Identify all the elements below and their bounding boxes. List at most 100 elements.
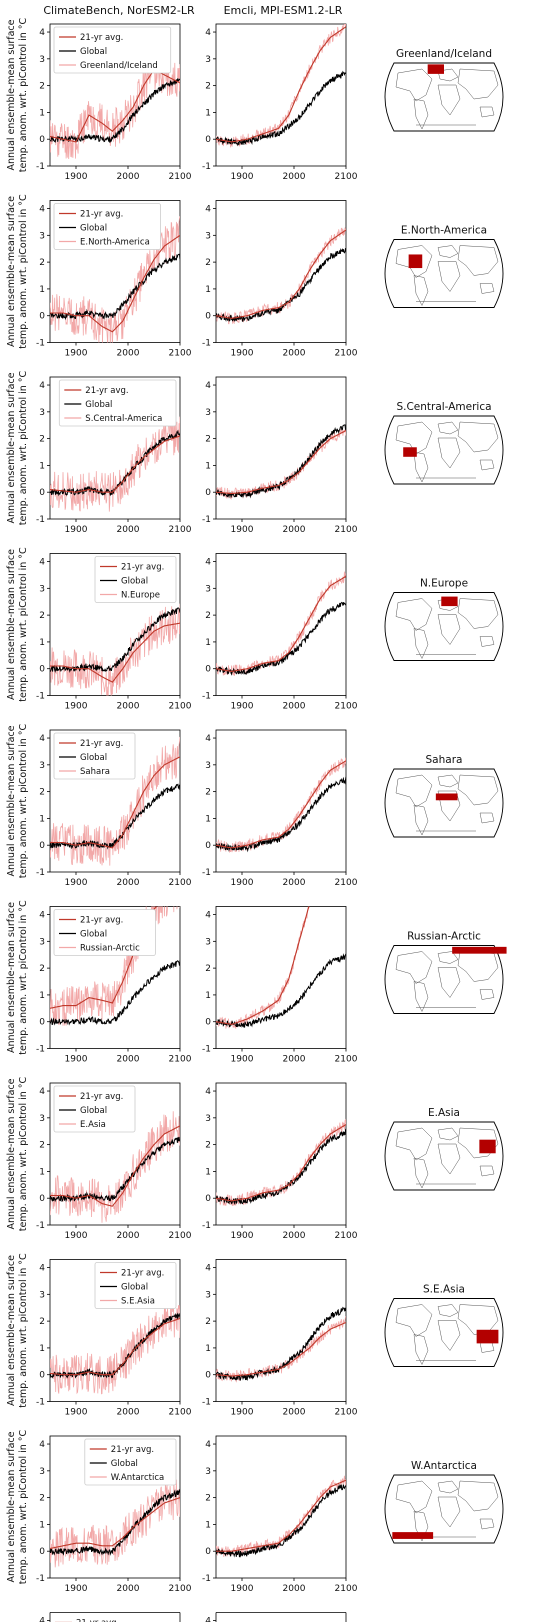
y-tick-label: 0 [39, 1371, 45, 1381]
y-tick-label: 2 [205, 1317, 211, 1327]
map-title: Sahara [426, 754, 463, 766]
y-axis-label-line1: Annual ensemble-mean surface [6, 549, 17, 700]
y-tick-label: 0 [205, 312, 211, 322]
y-tick-label: 2 [39, 1494, 45, 1504]
y-tick-label: 3 [39, 761, 45, 771]
x-tick-label: 2100 [335, 1584, 358, 1594]
regional-annual-series [50, 736, 180, 866]
legend-label: 21-yr avg. [121, 1269, 164, 1279]
legend-box [53, 1085, 136, 1133]
x-tick-label: 2100 [335, 1055, 358, 1065]
y-tick-label: -1 [36, 1574, 45, 1584]
map-coastline [437, 84, 461, 116]
y-tick-label: 0 [205, 841, 211, 851]
series-group [216, 906, 346, 1029]
y-tick-label: 3 [39, 584, 45, 594]
avg-21yr-series [216, 1479, 346, 1552]
y-tick-label: 0 [205, 1371, 211, 1381]
y-tick-label: 4 [205, 205, 211, 215]
y-axis-label-line2: temp. anom. wrt. piControl in °C [18, 1429, 29, 1584]
x-tick-label: 2000 [117, 349, 140, 359]
map-coastline [479, 106, 495, 118]
legend-label: 21-yr avg. [80, 739, 123, 749]
avg-21yr-series [216, 760, 346, 849]
map-coastline [395, 1480, 433, 1514]
y-tick-label: 4 [39, 205, 45, 215]
global-series [50, 783, 180, 850]
series-group [216, 1475, 346, 1558]
y-tick-label: 0 [39, 1547, 45, 1557]
map-coastline [413, 98, 429, 130]
y-tick-label: 1 [205, 1520, 211, 1530]
x-tick-label: 2000 [283, 878, 306, 888]
x-tick-label: 2100 [335, 349, 358, 359]
x-tick-label: 2100 [169, 1055, 192, 1065]
y-tick-label: 2 [205, 611, 211, 621]
avg-21yr-series [50, 1317, 180, 1376]
avg-21yr-series [50, 1125, 180, 1207]
axes-frame [215, 1435, 347, 1579]
map-outline [384, 1474, 504, 1544]
y-tick-label: 2 [205, 964, 211, 974]
regional-annual-series [50, 1301, 180, 1395]
y-tick-label: 3 [205, 231, 211, 241]
map-title: Russian-Arctic [407, 931, 481, 943]
y-tick-label: 1 [205, 108, 211, 118]
map-coastline [437, 421, 459, 435]
y-axis-label-line1: Annual ensemble-mean surface [6, 19, 17, 170]
regional-annual-series [216, 227, 346, 325]
legend-label: Global [121, 1283, 148, 1293]
y-tick-label: -1 [36, 515, 45, 525]
panel-row-5: -1 0 1 2 3 4 1900 2000 2100 21-yr avg. Global Sahar… [6, 723, 504, 888]
map-coastline [437, 614, 461, 645]
map-coastline [413, 451, 429, 483]
avg-21yr-series [216, 575, 346, 672]
y-tick-label: 0 [39, 1194, 45, 1204]
legend-label: 21-yr avg. [80, 916, 123, 926]
y-axis-label-line2: temp. anom. wrt. piControl in °C [18, 723, 29, 878]
global-series [216, 953, 346, 1028]
avg-21yr-series [50, 906, 158, 1009]
y-tick-label: -1 [202, 162, 211, 172]
legend-label: 21-yr avg. [80, 33, 123, 43]
y-tick-label: 0 [205, 1547, 211, 1557]
legend-label: E.North-America [80, 238, 150, 248]
y-tick-label: 1 [39, 814, 45, 824]
legend-label: 21-yr avg. [111, 1445, 154, 1455]
map-outline [384, 1298, 504, 1367]
y-tick-label: 2 [39, 435, 45, 445]
map-coastline [457, 774, 499, 806]
y-tick-label: 1 [39, 991, 45, 1001]
y-tick-label: 3 [39, 937, 45, 947]
x-tick-label: 2100 [335, 878, 358, 888]
x-tick-label: 1900 [65, 1408, 88, 1418]
y-tick-label: 4 [205, 734, 211, 744]
global-series [50, 1488, 180, 1556]
map-title: E.Asia [428, 1107, 460, 1119]
legend-label: W.Antarctica [111, 1473, 164, 1483]
map-coastline [395, 245, 433, 278]
series-group [50, 1301, 180, 1395]
map-coastline [413, 275, 429, 307]
y-tick-label: 1 [39, 108, 45, 118]
x-tick-label: 1900 [65, 1055, 88, 1065]
map-coastline [395, 598, 433, 631]
global-series [216, 1483, 346, 1558]
panel-row-1: -1 0 1 2 3 4 1900 2000 2100 21-yr avg. Global Green… [6, 17, 504, 182]
y-tick-label: 2 [205, 82, 211, 92]
y-tick-label: -1 [36, 1398, 45, 1408]
y-axis-label-line2: temp. anom. wrt. piControl in °C [18, 547, 29, 702]
y-tick-label: 4 [39, 28, 45, 38]
y-axis-label-line1: Annual ensemble-mean surface [6, 1255, 17, 1406]
map-coastline [437, 1304, 459, 1317]
x-tick-label: 1900 [231, 172, 254, 182]
x-tick-label: 2100 [335, 172, 358, 182]
legend-box [53, 203, 161, 250]
y-tick-label: 4 [39, 734, 45, 744]
avg-21yr-series [216, 26, 346, 143]
y-tick-label: -1 [36, 1221, 45, 1231]
map-coastline [457, 421, 499, 453]
legend-label: Global [111, 1459, 138, 1469]
map-coastline [437, 1143, 461, 1175]
